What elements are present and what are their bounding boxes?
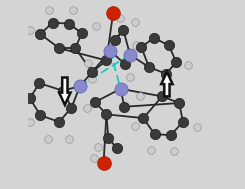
FancyArrow shape: [161, 72, 172, 96]
FancyArrow shape: [59, 77, 71, 105]
